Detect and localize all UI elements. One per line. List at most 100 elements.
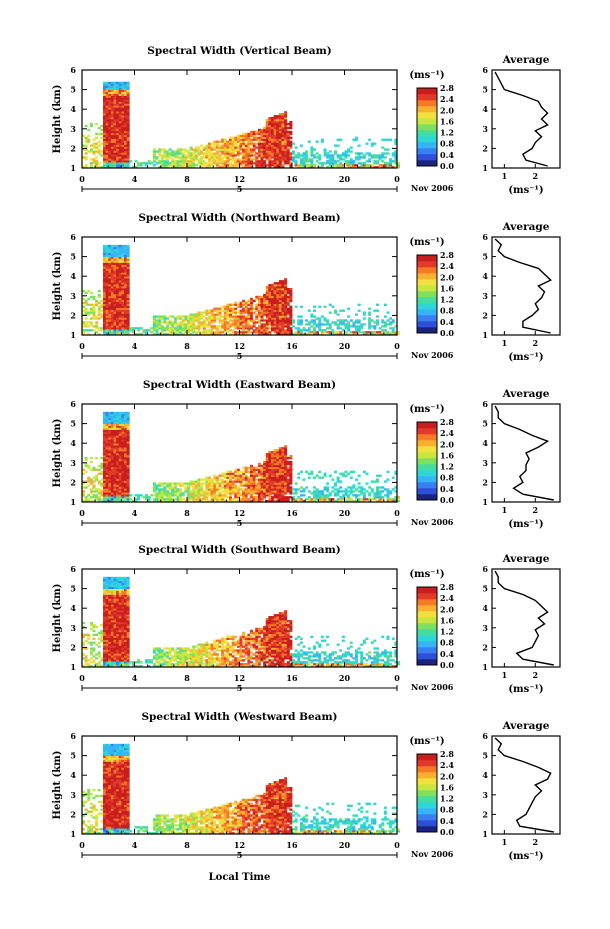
heatmap-cell: [242, 138, 246, 141]
heatmap-cell: [108, 158, 112, 161]
heatmap-cell: [307, 166, 311, 169]
heatmap-cell: [108, 303, 112, 306]
heatmap-cell: [297, 327, 301, 330]
heatmap-cell: [116, 272, 120, 275]
heatmap-cell: [116, 496, 120, 499]
heatmap-cell: [105, 119, 109, 122]
heatmap-cell: [100, 456, 104, 460]
heatmap-cell: [281, 492, 285, 495]
heatmap-cell: [197, 482, 201, 485]
y-tick-label: 3: [70, 291, 76, 301]
heatmap-cell: [250, 470, 254, 473]
heatmap-cell: [189, 498, 193, 501]
heatmap-cell: [284, 311, 288, 314]
heatmap-cell: [126, 99, 130, 102]
heatmap-cell: [281, 472, 285, 475]
heatmap-cell: [105, 138, 109, 141]
heatmap-cell: [271, 474, 275, 477]
heatmap-cell: [168, 321, 172, 324]
heatmap-cell: [116, 295, 120, 299]
heatmap-cell: [110, 413, 114, 417]
heatmap-cell: [105, 91, 109, 94]
heatmap-cell: [276, 484, 280, 487]
heatmap-cell: [236, 150, 240, 153]
heatmap-cell: [357, 498, 361, 501]
heatmap-cell: [173, 333, 177, 336]
heatmap-cell: [108, 329, 112, 332]
heatmap-cell: [265, 484, 269, 487]
heatmap-cell: [118, 83, 122, 87]
heatmap-cell: [305, 152, 309, 155]
heatmap-cell: [268, 148, 272, 151]
colorbar-segment: [417, 112, 437, 119]
heatmap-cell: [179, 498, 183, 501]
heatmap-cell: [229, 166, 233, 169]
heatmap-cell: [284, 317, 288, 320]
heatmap-cell: [108, 500, 112, 503]
heatmap-cell: [331, 490, 335, 493]
heatmap-cell: [103, 423, 107, 426]
heatmap-cell: [110, 270, 114, 273]
heatmap-cell: [213, 140, 217, 143]
heatmap-cell: [108, 109, 112, 112]
heatmap-cell: [218, 498, 222, 501]
heatmap-cell: [313, 476, 317, 479]
heatmap-cell: [192, 160, 196, 163]
heatmap-cell: [95, 303, 99, 306]
heatmap-cell: [341, 472, 345, 475]
colorbar-tick-label: 1.6: [440, 283, 454, 293]
heatmap-cell: [210, 500, 214, 503]
heatmap-cell: [257, 500, 261, 503]
heatmap-cell: [213, 496, 217, 499]
heatmap-cell: [307, 496, 311, 499]
heatmap-cell: [105, 476, 109, 479]
heatmap-cell: [92, 500, 96, 503]
heatmap-cell: [276, 476, 280, 479]
heatmap-cell: [124, 284, 128, 287]
heatmap-cell: [97, 295, 101, 299]
heatmap-cell: [168, 154, 172, 157]
heatmap-cell: [239, 333, 243, 336]
heatmap-cell: [105, 435, 109, 438]
heatmap-cell: [320, 333, 324, 336]
heatmap-cell: [381, 333, 385, 336]
heatmap-cell: [215, 154, 219, 157]
heatmap-cell: [281, 466, 285, 470]
heatmap-cell: [126, 488, 130, 491]
heatmap-cell: [310, 470, 314, 473]
heatmap-cell: [171, 150, 175, 153]
heatmap-cell: [265, 303, 269, 306]
heatmap-cell: [347, 327, 351, 330]
heatmap-cell: [108, 286, 112, 289]
heatmap-cell: [118, 152, 122, 155]
heatmap-cell: [315, 325, 319, 328]
heatmap-cell: [95, 478, 99, 481]
colorbar-segment: [417, 428, 437, 435]
heatmap-cell: [313, 154, 317, 157]
heatmap-cell: [189, 317, 193, 320]
heatmap-cell: [273, 293, 277, 297]
heatmap-cell: [187, 482, 191, 485]
heatmap-cell: [118, 289, 122, 293]
heatmap-cell: [110, 250, 114, 254]
heatmap-cell: [268, 480, 272, 483]
heatmap-cell: [271, 117, 275, 120]
heatmap-cell: [184, 164, 188, 167]
heatmap-cell: [286, 301, 290, 305]
heatmap-cell: [397, 162, 401, 165]
heatmap-cell: [221, 486, 225, 489]
heatmap-cell: [260, 472, 264, 475]
heatmap-cell: [373, 331, 377, 334]
avg-y-tick-label: 1: [482, 163, 488, 173]
heatmap-cell: [271, 321, 275, 324]
heatmap-cell: [118, 451, 122, 454]
heatmap-cell: [265, 494, 269, 497]
heatmap-cell: [236, 140, 240, 143]
y-axis-label: Height (km): [52, 252, 63, 321]
heatmap-cell: [268, 136, 272, 139]
heatmap-cell: [276, 454, 280, 458]
heatmap-cell: [160, 492, 164, 495]
heatmap-cell: [205, 492, 209, 495]
heatmap-cell: [357, 325, 361, 328]
heatmap-cell: [268, 305, 272, 308]
